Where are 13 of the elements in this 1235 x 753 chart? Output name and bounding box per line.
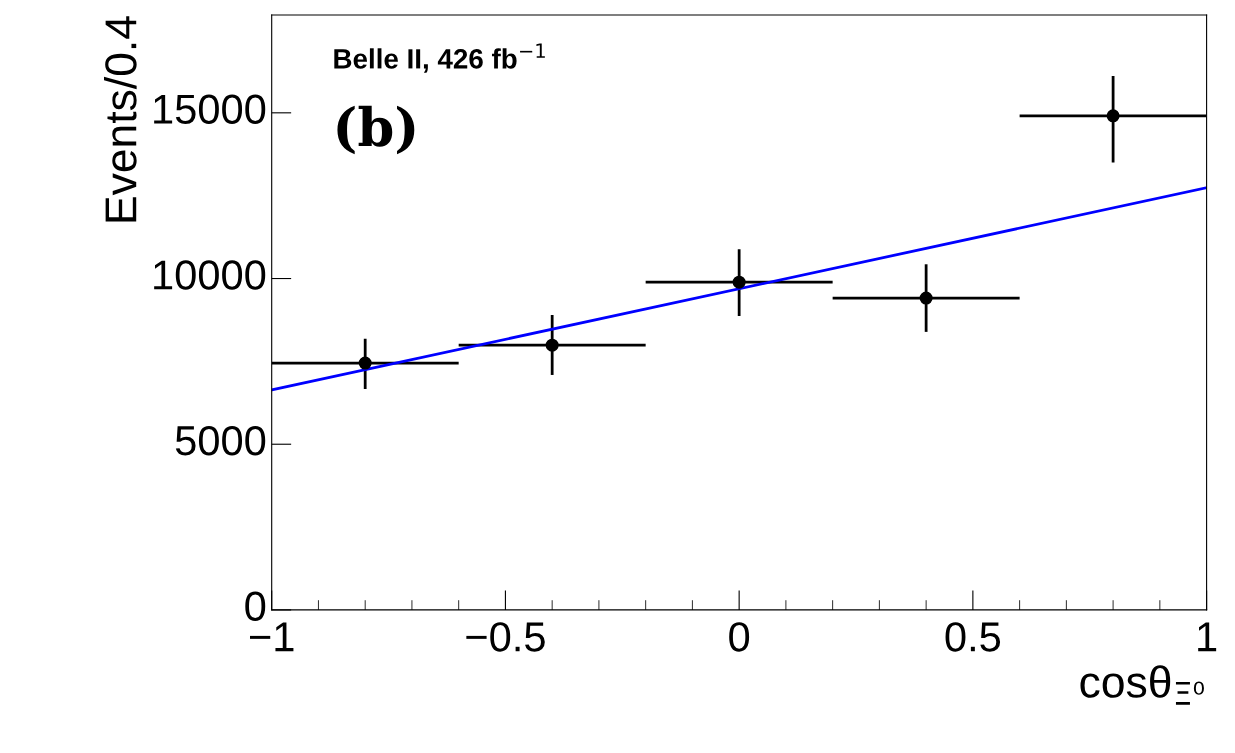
x-tick-label: 0 (729, 622, 750, 652)
y-tick-label: 0 (245, 591, 266, 622)
y-tick-label: 10000 (154, 260, 266, 290)
y-tick-label: 5000 (175, 425, 266, 456)
annotation: (b) (337, 105, 415, 155)
y-axis-title: Events/0.4 (104, 16, 137, 222)
y-tick-label: 15000 (154, 94, 266, 125)
x-tick-label: −0.5 (466, 622, 545, 652)
x-tick-label: −1 (250, 622, 294, 652)
x-tick-label: 0.5 (945, 622, 1001, 652)
annotation: Belle II, 426 fb$^{−1}$ (334, 43, 545, 73)
x-tick-label: 1 (1198, 622, 1217, 652)
x-axis-title: cosθ$_{Ξ⁰}$ (1080, 665, 1204, 705)
